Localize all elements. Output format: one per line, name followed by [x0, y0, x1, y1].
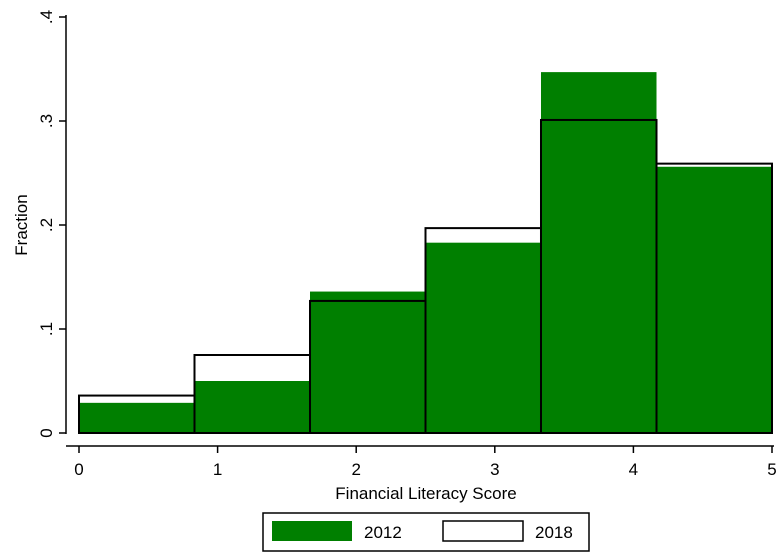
- legend-label-2018: 2018: [535, 523, 573, 542]
- bar-2012: [656, 166, 772, 433]
- y-tick-label: 0: [37, 428, 56, 437]
- y-tick-label: .1: [37, 322, 56, 336]
- x-tick-label: 2: [351, 460, 360, 479]
- x-tick-label: 4: [629, 460, 638, 479]
- legend-swatch-2012: [272, 521, 352, 541]
- bar-2012: [310, 291, 426, 433]
- bar-2012: [425, 242, 541, 433]
- bar-2012: [79, 402, 195, 433]
- x-axis-title: Financial Literacy Score: [335, 484, 516, 503]
- legend: 2012 2018: [262, 512, 590, 552]
- x-tick-label: 0: [74, 460, 83, 479]
- series-2012-bars: [79, 72, 772, 434]
- y-tick-label: .4: [37, 10, 56, 24]
- series-2018-bars: [78, 118, 774, 435]
- legend-label-2012: 2012: [364, 523, 402, 542]
- x-tick-label: 5: [767, 460, 776, 479]
- y-tick-label: .3: [37, 114, 56, 128]
- y-axis-title: Fraction: [12, 194, 31, 255]
- legend-swatch-2018: [442, 520, 524, 542]
- y-tick-label: .2: [37, 218, 56, 232]
- x-tick-label: 1: [213, 460, 222, 479]
- x-axis-ticks: 0 1 2 3 4 5: [74, 446, 776, 479]
- y-axis-ticks: 0 .1 .2 .3 .4: [37, 10, 66, 438]
- bar-2012: [540, 72, 657, 434]
- bar-2012: [194, 381, 311, 433]
- x-tick-label: 3: [490, 460, 499, 479]
- bar-2018: [655, 162, 774, 434]
